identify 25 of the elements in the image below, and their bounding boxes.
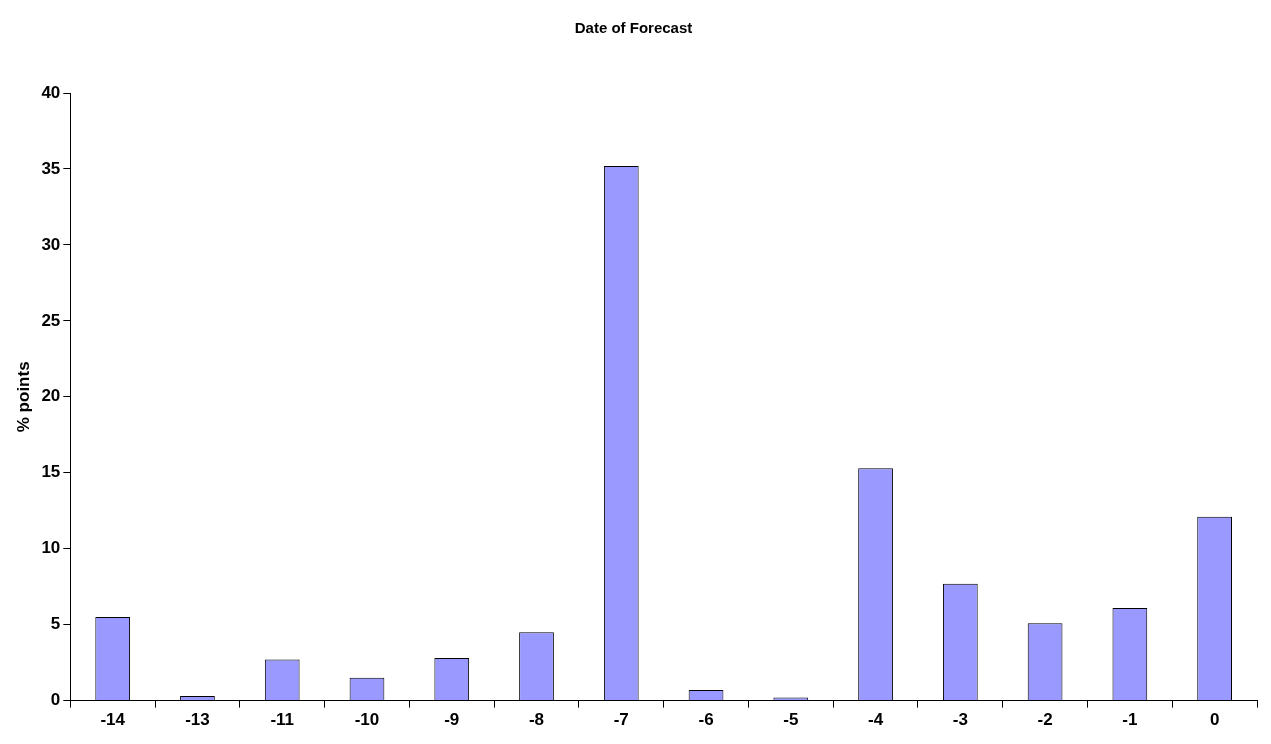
x-tick-label: -7 xyxy=(613,710,629,730)
x-tick-label: -11 xyxy=(270,710,295,730)
y-tick-label: 35 xyxy=(41,158,61,178)
y-axis-title: % points xyxy=(13,361,33,433)
y-tick-label: 25 xyxy=(41,310,61,330)
x-tick-label: -1 xyxy=(1122,710,1138,730)
x-tick-label: -3 xyxy=(952,710,968,730)
y-tick-label: 20 xyxy=(41,386,61,406)
x-tick-label: -14 xyxy=(100,710,126,730)
y-tick-label: 5 xyxy=(50,614,61,634)
y-tick-label: 15 xyxy=(41,462,61,482)
x-tick-label: -13 xyxy=(185,710,210,730)
x-tick-label: -8 xyxy=(528,710,545,730)
chart-title: Date of Forecast xyxy=(574,19,693,37)
x-tick-label: -5 xyxy=(783,710,799,730)
x-tick-label: -6 xyxy=(698,710,714,730)
x-tick-label: -10 xyxy=(354,710,380,730)
y-tick-label: 0 xyxy=(50,690,61,710)
x-tick-label: -9 xyxy=(444,710,460,730)
x-tick-label: -2 xyxy=(1037,710,1053,730)
y-tick-label: 30 xyxy=(41,234,61,254)
x-tick-label: 0 xyxy=(1209,710,1220,730)
y-tick-label: 40 xyxy=(41,82,61,102)
y-tick-label: 10 xyxy=(41,538,61,558)
x-tick-label: -4 xyxy=(868,710,884,730)
